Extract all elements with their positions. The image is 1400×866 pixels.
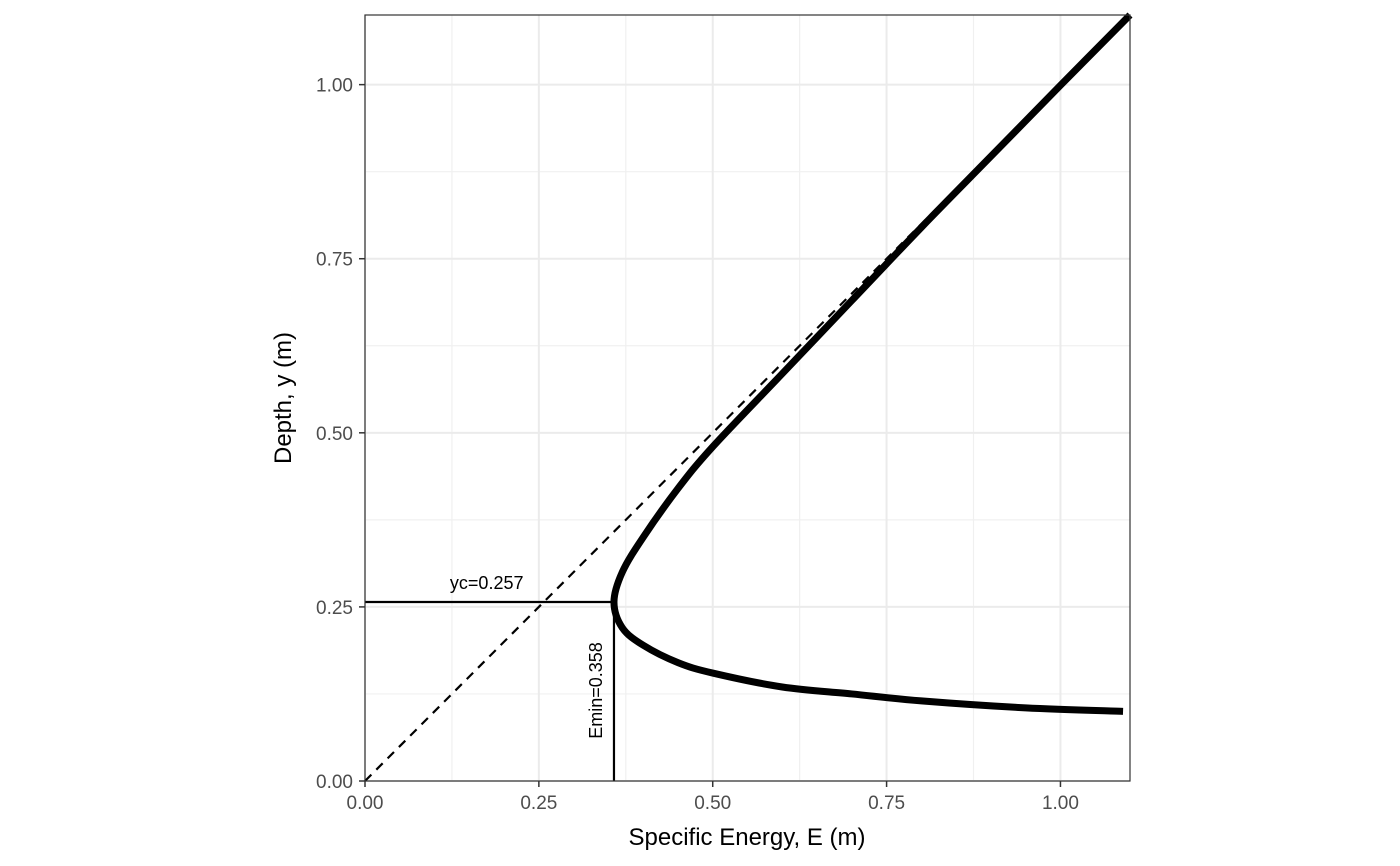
plot-panel-border <box>364 14 1131 782</box>
y-axis-title: Depth, y (m) <box>270 332 297 464</box>
minor-gridlines <box>365 15 1130 781</box>
y-tick-label: 0.75 <box>316 250 353 271</box>
annotations: yc=0.257 Emin=0.358 <box>450 573 606 739</box>
yc-label: yc=0.257 <box>450 573 524 593</box>
y-axis: 0.00 0.25 0.50 0.75 1.00 <box>316 76 365 793</box>
dashed-reference-line <box>364 14 1131 782</box>
x-tick-label: 0.75 <box>868 793 905 814</box>
x-axis: 0.00 0.25 0.50 0.75 1.00 <box>347 781 1079 814</box>
reference-lines <box>365 600 616 781</box>
y-tick-label: 1.00 <box>316 76 353 97</box>
x-axis-title: Specific Energy, E (m) <box>629 824 866 851</box>
x-tick-label: 0.50 <box>694 793 731 814</box>
y-tick-label: 0.25 <box>316 598 353 619</box>
x-tick-label: 0.25 <box>520 793 557 814</box>
energy-curve-line <box>610 12 1133 715</box>
series-layer <box>364 12 1133 782</box>
y-tick-label: 0.00 <box>316 772 353 793</box>
emin-label: Emin=0.358 <box>586 642 606 739</box>
x-tick-label: 1.00 <box>1042 793 1079 814</box>
x-tick-label: 0.00 <box>347 793 384 814</box>
y-tick-label: 0.50 <box>316 424 353 445</box>
